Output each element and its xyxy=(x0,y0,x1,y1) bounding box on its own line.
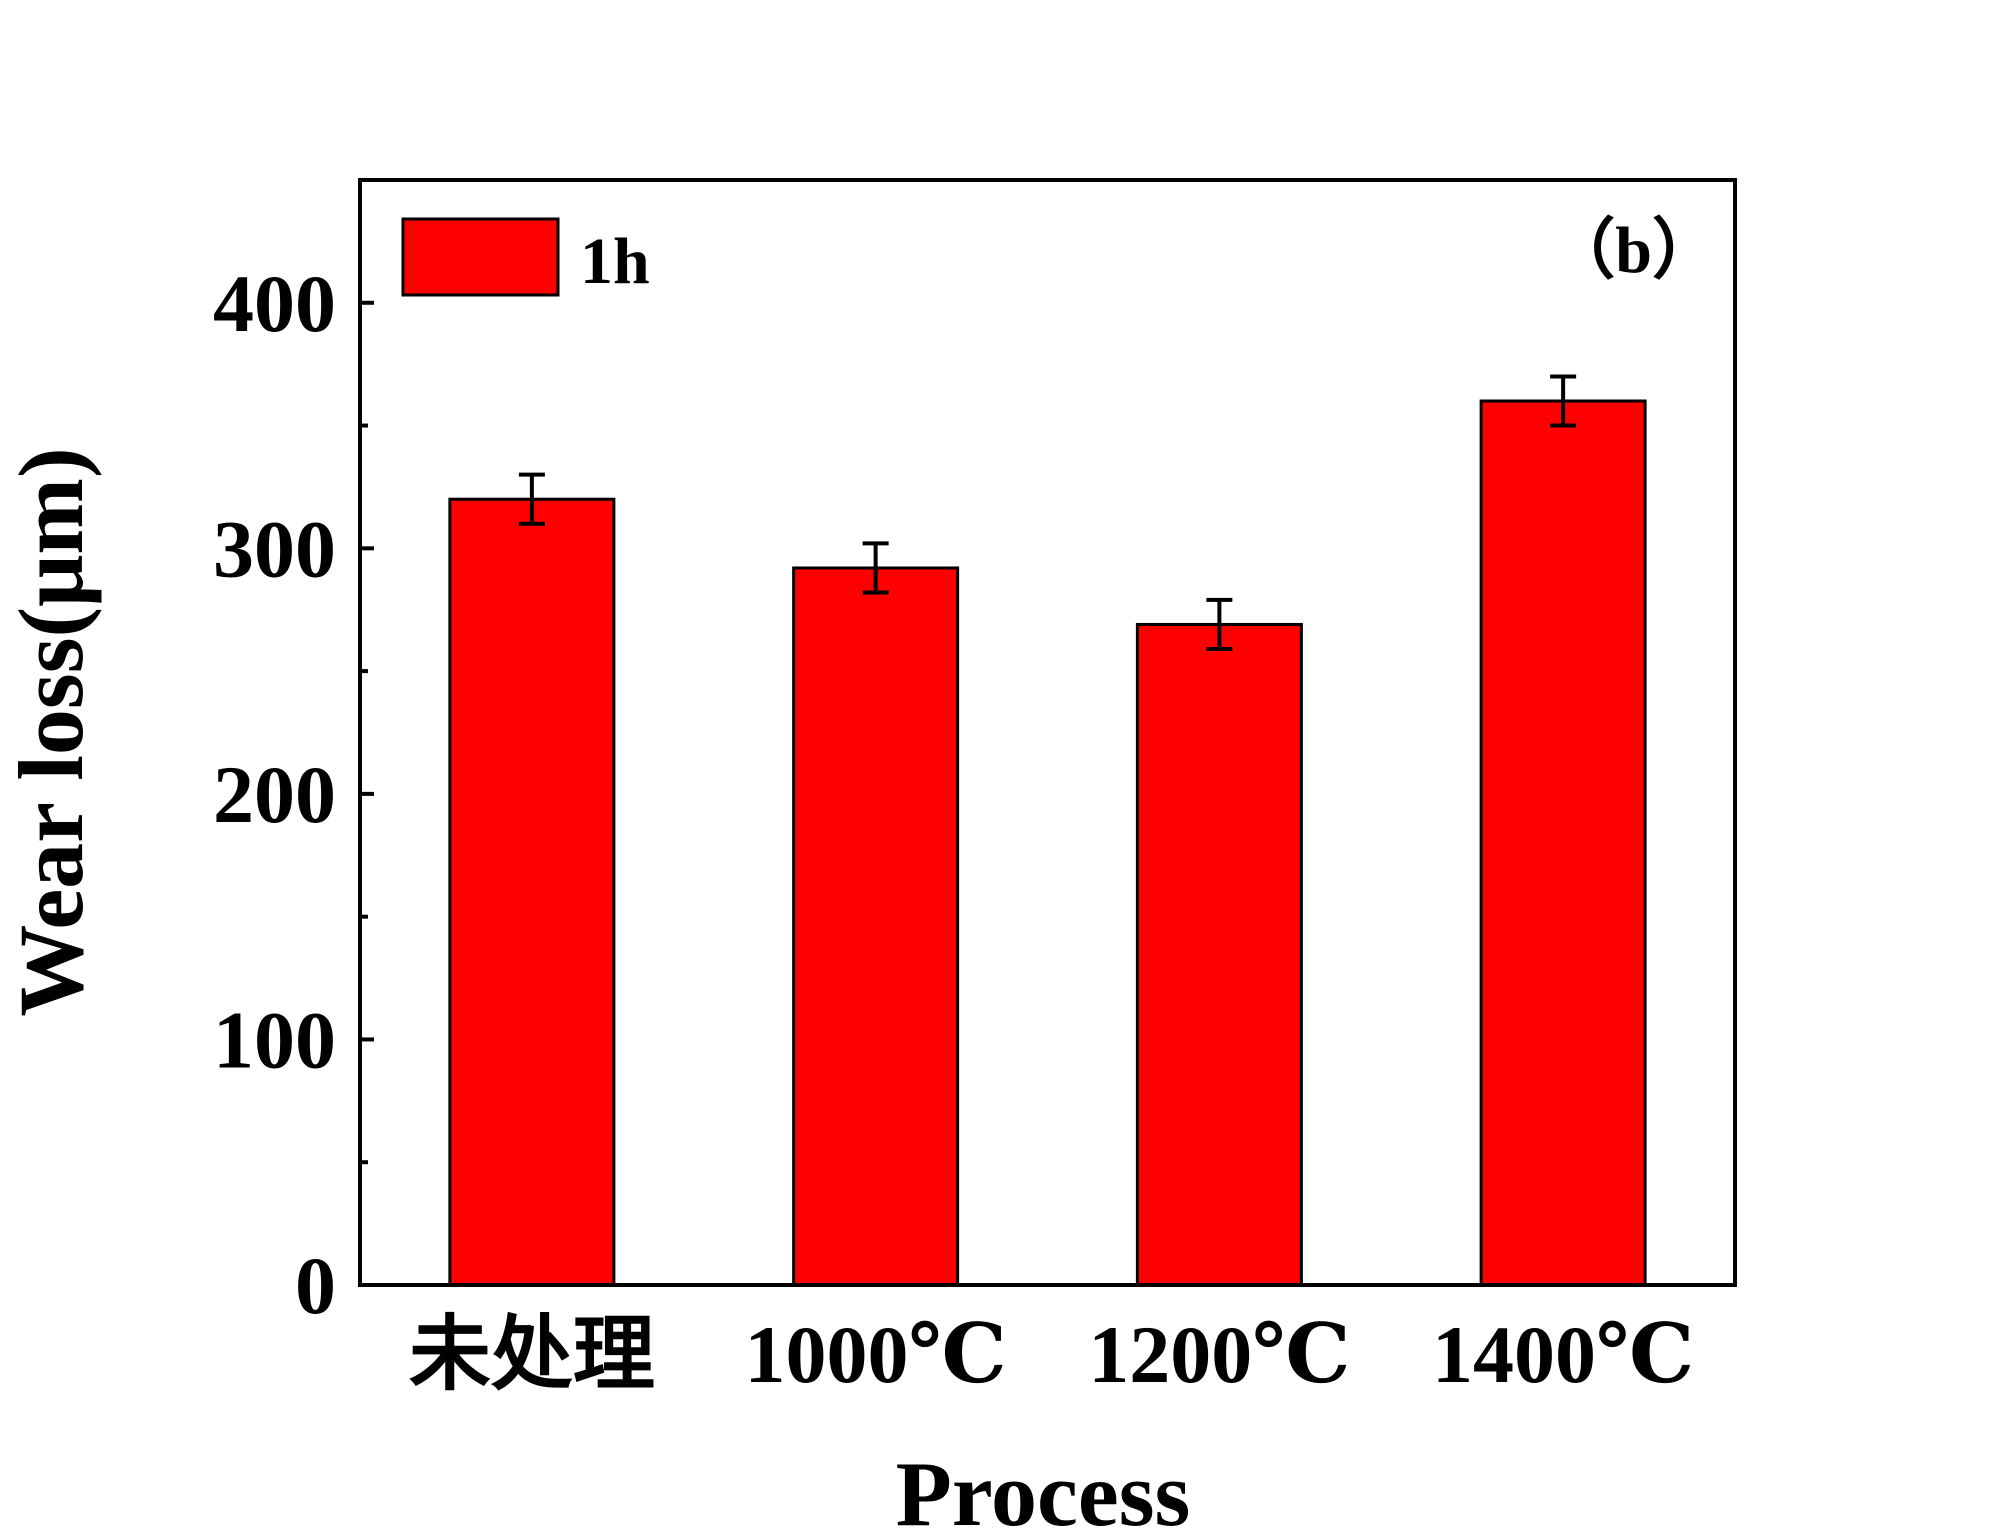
y-tick-label: 100 xyxy=(213,994,336,1085)
y-tick-label: 0 xyxy=(295,1240,336,1331)
legend-swatch xyxy=(401,217,560,297)
y-tick-label: 200 xyxy=(213,749,336,840)
bar xyxy=(448,497,616,1287)
y-tick-label: 300 xyxy=(213,503,336,594)
bar-series xyxy=(448,374,1647,1287)
x-tick-label: 未处理 xyxy=(409,1309,655,1400)
x-tick-label: 1200℃ xyxy=(1088,1309,1350,1400)
x-axis-title: Process xyxy=(896,1443,1191,1531)
panel-label: （b） xyxy=(1549,213,1718,287)
x-tick-label: 1400℃ xyxy=(1432,1309,1694,1400)
x-tick-label: 1000℃ xyxy=(744,1309,1006,1400)
legend-label: 1h xyxy=(580,225,650,298)
y-axis-title: Wear loss(μm) xyxy=(0,447,102,1016)
bar xyxy=(1135,622,1303,1287)
bar xyxy=(1479,399,1647,1287)
plot-frame xyxy=(358,178,1737,1287)
bar xyxy=(792,566,960,1287)
y-axis-ticks: 0 100 200 300 400 xyxy=(213,258,374,1331)
legend: 1h xyxy=(401,217,650,298)
y-tick-label: 400 xyxy=(213,258,336,349)
x-axis-tick-labels: 未处理 1000℃ 1200℃ 1400℃ xyxy=(409,1309,1694,1400)
